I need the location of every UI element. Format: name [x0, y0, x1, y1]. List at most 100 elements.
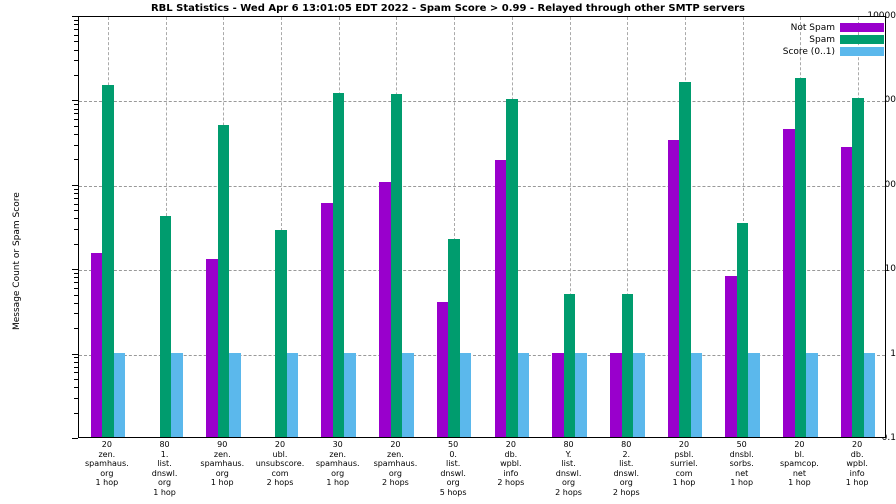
x-tick-label-line: zen. [98, 449, 116, 459]
bar-score-0-1-7 [517, 352, 530, 437]
y-minor-tick [74, 133, 78, 135]
y-minor-tick [74, 34, 78, 36]
bar-score-0-1-4 [344, 352, 356, 437]
bar-score-0-1-2 [229, 352, 241, 437]
x-tick-label-line: list. [445, 459, 461, 469]
bar-score-0-1-11 [748, 352, 760, 437]
bar-spam-6 [448, 239, 460, 437]
gridline-1000 [79, 101, 885, 103]
category-gridline [454, 17, 456, 437]
y-minor-tick [74, 108, 78, 110]
x-tick-label-line: 50 [736, 440, 747, 449]
x-tick-label-line: 2. [622, 449, 631, 459]
x-tick-label-line: 80 [159, 440, 170, 449]
y-minor-tick [74, 277, 78, 279]
y-minor-tick [74, 29, 78, 31]
y-minor-tick [74, 387, 78, 389]
x-tick-label-line: zen. [387, 449, 404, 459]
x-tick-label-line: zen. [213, 449, 231, 459]
x-tick-label-line: org [215, 468, 229, 478]
bar-not-spam-4 [321, 202, 333, 437]
x-tick-label-11: 50 dnsbl. sorbs. net 1 hop [713, 440, 771, 488]
bar-spam-11 [736, 223, 749, 437]
bar-not-spam-12 [783, 128, 795, 437]
x-tick-label-line: net [735, 468, 749, 478]
bar-not-spam-9 [610, 352, 622, 437]
y-minor-tick [74, 287, 78, 289]
x-tick-label-13: 20 db. wpbl. info 1 hop [828, 440, 886, 488]
x-tick-label-line: zen. [329, 449, 347, 459]
x-tick-label-4: 30 zen. spamhaus. org 1 hop [309, 440, 367, 488]
x-tick-label-line: psbl. [674, 449, 694, 459]
x-tick-label-line: 20 [852, 440, 863, 449]
bar-spam-9 [621, 293, 634, 437]
y-tick-mark-1000 [72, 100, 78, 102]
y-minor-tick [74, 366, 78, 368]
legend-swatch [840, 47, 884, 56]
y-minor-tick [74, 361, 78, 363]
x-tick-label-line: dnswl. [151, 468, 178, 478]
x-tick-label-line: 0. [449, 449, 457, 459]
y-minor-tick [74, 294, 78, 296]
x-tick-label-line: 1 hop [730, 478, 754, 488]
x-tick-label-line: 20 [101, 440, 112, 449]
y-minor-tick [74, 243, 78, 245]
x-tick-label-line: 1 hop [153, 487, 176, 497]
x-tick-label-line: 80 [563, 440, 574, 449]
bar-not-spam-7 [494, 160, 507, 437]
x-tick-label-line: 20 [794, 440, 805, 449]
x-tick-label-line: spamhaus. [315, 459, 360, 469]
y-tick-mark-100 [72, 184, 78, 186]
x-tick-label-line: org [388, 468, 402, 478]
x-tick-label-line: unsubscore. [255, 459, 305, 469]
y-minor-tick [74, 372, 78, 374]
x-tick-label-line: 2 hops [381, 478, 409, 488]
bar-spam-8 [563, 293, 576, 437]
y-minor-tick [74, 302, 78, 304]
gridline-10 [79, 270, 885, 272]
bar-score-0-1-0 [113, 352, 126, 437]
x-tick-label-line: Y. [565, 449, 572, 459]
y-minor-tick [74, 125, 78, 127]
legend-label: Score (0..1) [782, 46, 835, 57]
x-tick-label-2: 90 zen. spamhaus. org 1 hop [193, 440, 251, 488]
y-minor-tick [74, 60, 78, 62]
bar-spam-1 [159, 215, 172, 437]
y-minor-tick [74, 119, 78, 121]
x-tick-label-line: dnswl. [613, 468, 640, 478]
y-minor-tick [74, 357, 78, 359]
bars-layer [79, 17, 885, 437]
bar-spam-3 [275, 230, 287, 437]
x-tick-label-10: 20 psbl. surriel. com 1 hop [655, 440, 713, 488]
x-tick-label-line: spamcop. [779, 459, 819, 469]
x-tick-label-line: org [100, 468, 114, 478]
bar-score-0-1-9 [633, 352, 645, 437]
x-tick-label-line: 2 hops [266, 478, 294, 488]
x-tick-label-6: 50 0. list. dnswl. org 5 hops [424, 440, 482, 498]
x-tick-label-line: 20 [678, 440, 690, 449]
gridline-1 [79, 354, 885, 356]
x-tick-label-line: db. [850, 449, 864, 459]
bar-score-0-1-8 [575, 352, 587, 437]
y-minor-tick [74, 282, 78, 284]
legend-label: Not Spam [790, 22, 835, 33]
bar-spam-2 [217, 124, 230, 437]
y-minor-tick [74, 210, 78, 212]
x-tick-label-line: ubl. [272, 449, 288, 459]
x-tick-label-12: 20 bl. spamcop. net 1 hop [771, 440, 829, 488]
bar-spam-5 [390, 94, 403, 437]
x-tick-label-line: info [849, 468, 865, 478]
x-tick-label-line: spamhaus. [85, 459, 129, 469]
x-tick-label-line: db. [504, 449, 518, 459]
bar-spam-12 [794, 77, 807, 437]
x-tick-label-line: 1 hop [210, 478, 234, 488]
x-tick-label-line: 90 [217, 440, 228, 449]
chart-title: RBL Statistics - Wed Apr 6 13:01:05 EDT … [150, 3, 746, 14]
y-minor-tick [74, 104, 78, 106]
y-minor-tick [74, 74, 78, 76]
y-minor-tick [74, 188, 78, 190]
x-tick-label-line: org [331, 468, 345, 478]
y-axis-title: Message Count or Spam Score [12, 192, 22, 330]
x-tick-label-3: 20 ubl. unsubscore. com 2 hops [251, 440, 309, 488]
